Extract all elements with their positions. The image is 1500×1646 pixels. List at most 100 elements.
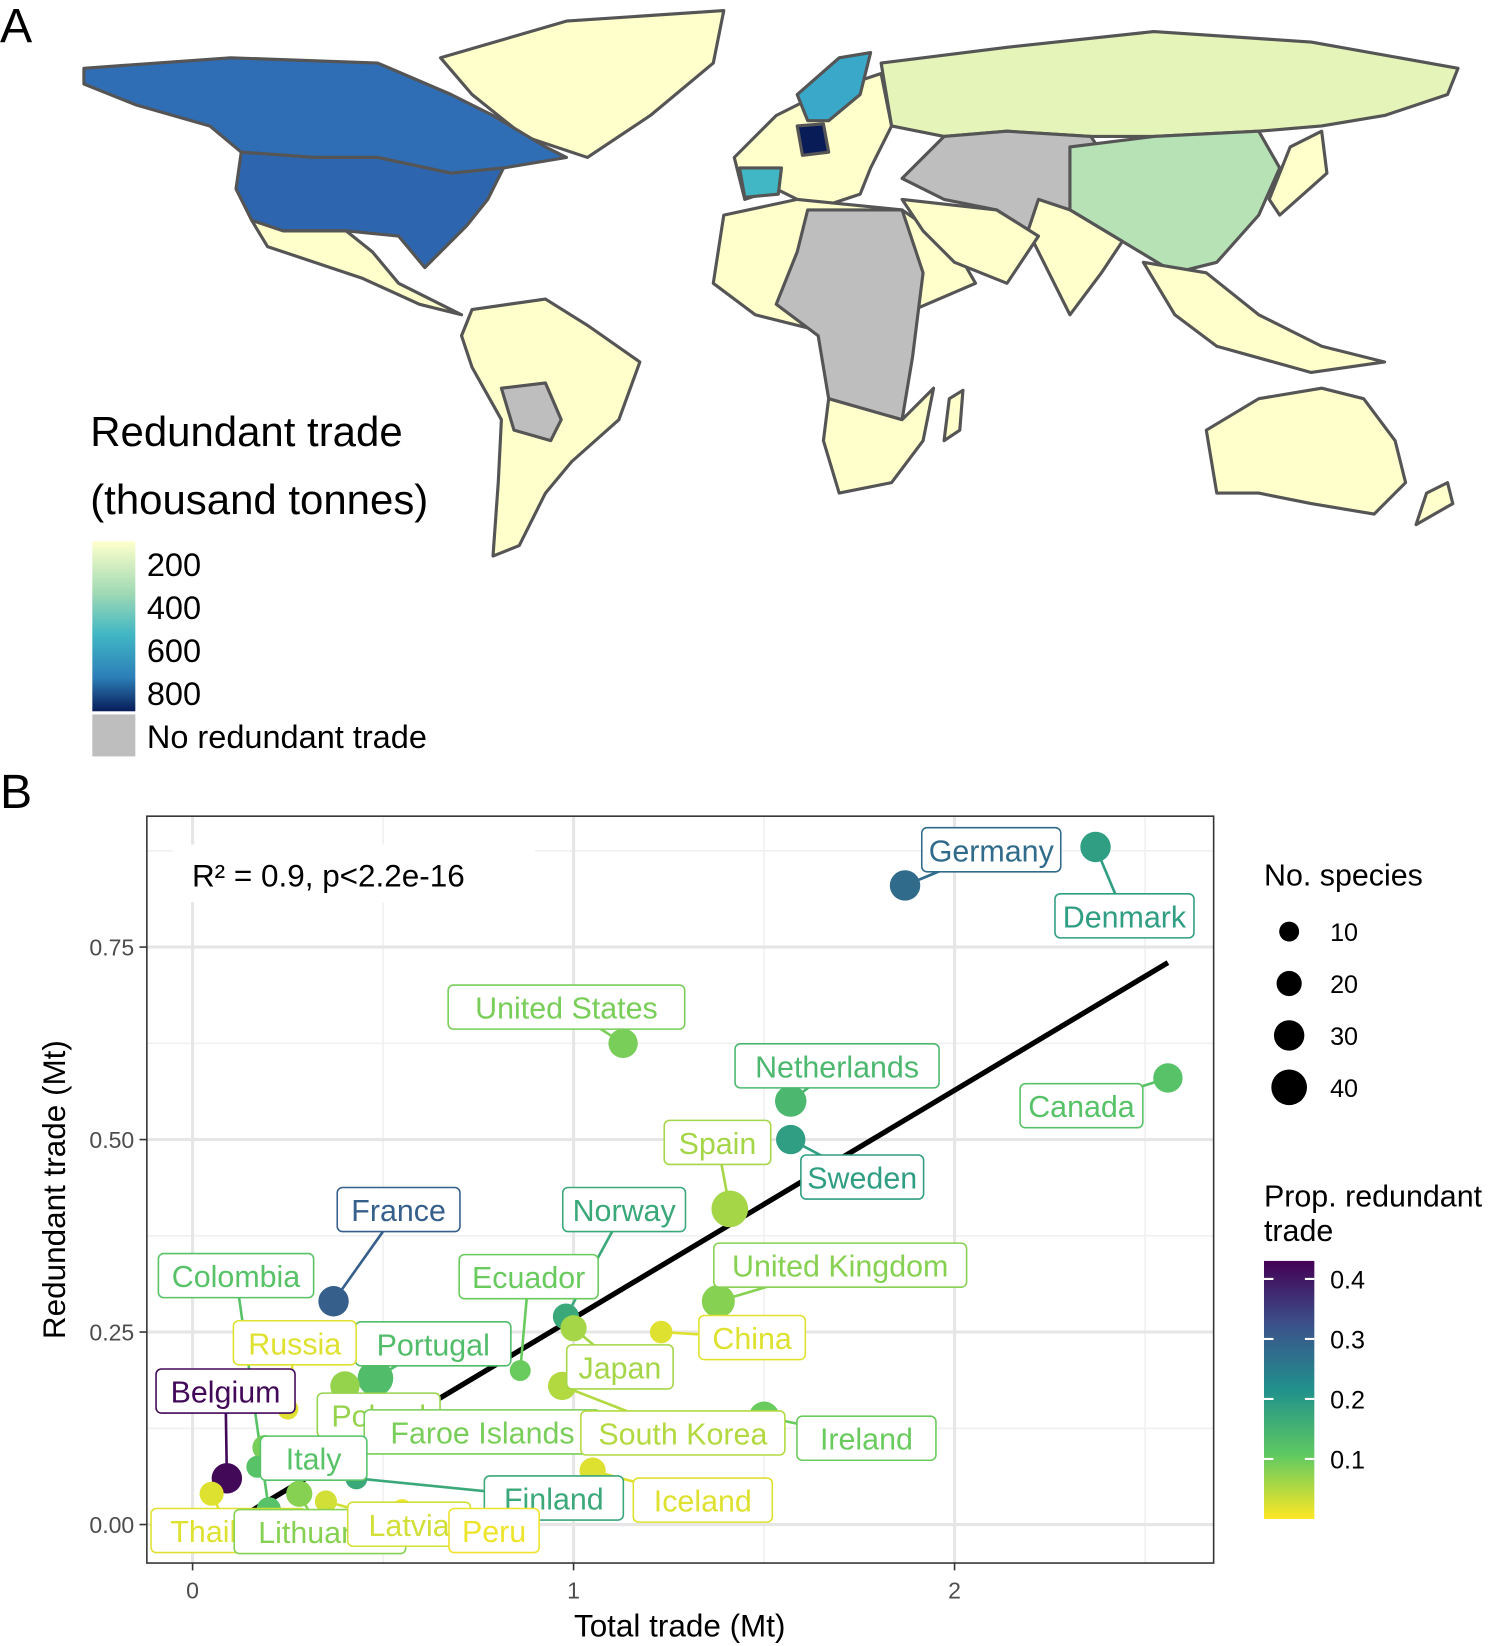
point-label-iceland: Iceland [632, 1477, 774, 1523]
label-text: Latvia [369, 1509, 450, 1543]
label-box [259, 1435, 368, 1481]
size-legend-label: 10 [1330, 919, 1358, 947]
point-label-portugal: Portugal [354, 1320, 512, 1367]
point-label-united-states: United States [447, 984, 686, 1030]
data-point [286, 1480, 313, 1507]
label-box [580, 1410, 786, 1456]
point-label-south-korea: South Korea [580, 1410, 786, 1456]
data-point [711, 1190, 749, 1228]
label-box [458, 1253, 599, 1300]
label-text: Sweden [807, 1162, 917, 1196]
label-box [800, 1154, 925, 1200]
label-box [336, 1186, 461, 1233]
point-label-italy: Italy [259, 1435, 368, 1481]
point-label-canada: Canada [1019, 1082, 1144, 1129]
point-label-latvia: Latvia [346, 1501, 472, 1548]
label-box [920, 826, 1062, 873]
map-madagascar [942, 388, 965, 443]
label-box [447, 984, 686, 1030]
point-label-ecuador: Ecuador [458, 1253, 599, 1300]
annotation-bg [173, 844, 535, 903]
world-map [82, 9, 1460, 558]
map-bolivia [499, 381, 563, 443]
data-point [1080, 831, 1111, 863]
point-label-colombia: Colombia [157, 1252, 315, 1299]
label-box [565, 1344, 674, 1390]
data-point [1153, 1063, 1183, 1093]
data-point [318, 1286, 349, 1317]
point-label-faroe-islands: Faroe Islands [363, 1409, 602, 1455]
color-legend-label: 0.2 [1330, 1386, 1365, 1414]
label-box [157, 1252, 315, 1299]
data-point [701, 1284, 735, 1318]
data-point [314, 1490, 337, 1513]
size-legend-swatch [1276, 970, 1302, 997]
label-box [663, 1119, 772, 1166]
label-text: Ireland [820, 1423, 913, 1457]
point-label-spain: Spain [663, 1119, 772, 1166]
map-greenland [438, 9, 726, 160]
label-box [713, 1242, 968, 1288]
axes: 0 1 2 0.00 0.25 0.50 0.75 [89, 934, 961, 1603]
label-text: Spain [679, 1127, 757, 1161]
data-point [608, 1028, 638, 1059]
size-legend: No. species 10 20 30 40 [1264, 858, 1423, 1106]
map-scandinavia [795, 50, 873, 123]
label-text: Ecuador [472, 1261, 585, 1295]
label-text: Norway [573, 1194, 677, 1228]
map-legend-title-line1: Redundant trade [90, 408, 402, 455]
label-text: Canada [1028, 1090, 1135, 1124]
point-label-ireland: Ireland [796, 1415, 937, 1462]
x-tick-label: 0 [186, 1578, 199, 1604]
point-label-norway: Norway [561, 1186, 687, 1233]
map-russia [879, 29, 1460, 139]
point-label-china: China [698, 1314, 807, 1361]
data-point [774, 1085, 807, 1117]
plot-border [146, 815, 1215, 1564]
point-label-sweden: Sweden [800, 1154, 925, 1200]
color-legend-title-line2: trade [1264, 1214, 1333, 1248]
label-box [232, 1319, 357, 1366]
size-legend-title: No. species [1264, 858, 1423, 892]
size-legend-label: 40 [1330, 1075, 1358, 1103]
map-legend-tick: 600 [147, 633, 201, 669]
point-label-denmark: Denmark [1054, 893, 1195, 939]
map-spain [737, 166, 784, 199]
data-point [889, 870, 921, 901]
label-text: Iceland [654, 1485, 752, 1519]
label-text: Portugal [377, 1328, 490, 1362]
x-axis-label: Total trade (Mt) [574, 1608, 786, 1643]
point-label-germany: Germany [920, 826, 1062, 873]
label-text: South Korea [598, 1418, 767, 1452]
label-box [1054, 893, 1195, 939]
map-japan [1267, 129, 1329, 217]
label-text: Peru [462, 1515, 526, 1549]
color-legend-title-line1: Prop. redundant [1264, 1179, 1483, 1213]
label-text: Japan [579, 1351, 662, 1385]
label-text: Denmark [1063, 900, 1187, 934]
panel-label-a: A [0, 0, 33, 53]
label-box [1019, 1082, 1144, 1129]
point-label-japan: Japan [565, 1344, 674, 1390]
point-label-france: France [336, 1186, 461, 1233]
point-label-russia: Russia [232, 1319, 357, 1366]
size-legend-label: 30 [1330, 1023, 1358, 1051]
label-box [155, 1368, 296, 1414]
size-legend-swatch [1273, 1020, 1305, 1051]
y-tick-label: 0.00 [89, 1512, 134, 1538]
data-point [357, 1360, 394, 1397]
map-legend-tick: 800 [147, 676, 201, 712]
y-tick-label: 0.25 [89, 1319, 134, 1345]
y-axis-label: Redundant trade (Mt) [37, 1040, 72, 1339]
label-text: Belgium [171, 1376, 281, 1410]
map-legend-na-label: No redundant trade [147, 719, 427, 755]
panel-label-b: B [0, 765, 32, 819]
y-tick-label: 0.75 [89, 934, 134, 960]
point-label-united-kingdom: United Kingdom [713, 1242, 968, 1288]
point-label-peru: Peru [448, 1507, 540, 1554]
map-australia [1204, 386, 1408, 516]
data-point [199, 1481, 224, 1506]
